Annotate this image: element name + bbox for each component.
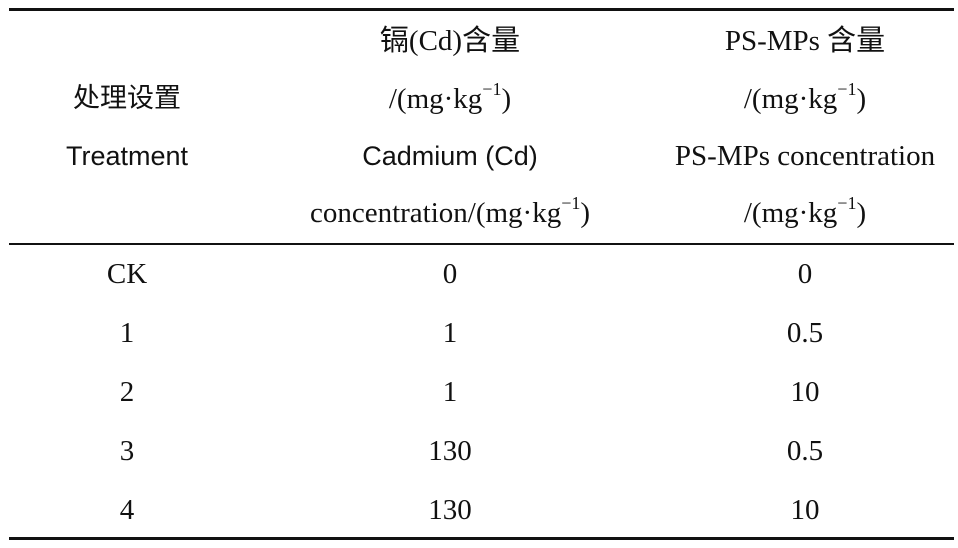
header-cd-zh: 镉(Cd)含量 xyxy=(380,24,520,58)
header-treatment-en: Treatment xyxy=(65,141,189,171)
cell-cd: 130 xyxy=(428,435,472,467)
unit-text: /(mg·kg xyxy=(743,197,838,229)
table-top-rule xyxy=(9,8,954,11)
unit-exponent: −1 xyxy=(561,193,581,214)
unit-close: ) xyxy=(856,197,867,229)
header-cd-unit: /(mg·kg−1) xyxy=(388,79,512,116)
unit-exponent: −1 xyxy=(482,79,502,100)
header-cd-en-unit: concentration/(mg·kg−1) xyxy=(309,193,591,230)
header-cd-en: Cadmium (Cd) xyxy=(362,141,538,171)
table-header-rule xyxy=(9,243,954,245)
header-psmps-en: PS-MPs concentration xyxy=(674,140,936,172)
unit-close: ) xyxy=(856,83,867,115)
cell-psmps: 10 xyxy=(790,494,820,526)
cell-treatment: 1 xyxy=(119,317,135,349)
cell-cd: 0 xyxy=(442,258,458,290)
unit-text: concentration/(mg·kg xyxy=(309,197,562,229)
cell-psmps: 0.5 xyxy=(786,435,824,467)
cell-psmps: 10 xyxy=(790,376,820,408)
cell-psmps: 0 xyxy=(797,258,813,290)
unit-text: /(mg·kg xyxy=(743,83,838,115)
cell-cd: 1 xyxy=(442,376,458,408)
cell-treatment: 3 xyxy=(119,435,135,467)
header-treatment-zh: 处理设置 xyxy=(73,83,181,114)
cell-cd: 130 xyxy=(428,494,472,526)
cell-cd: 1 xyxy=(442,317,458,349)
header-cd-zh-text: 镉(Cd)含量 xyxy=(379,25,521,57)
cell-treatment: 4 xyxy=(119,494,135,526)
unit-exponent: −1 xyxy=(837,193,857,214)
header-psmps-zh: PS-MPs 含量 xyxy=(724,25,886,57)
unit-close: ) xyxy=(501,83,512,115)
header-psmps-en-unit: /(mg·kg−1) xyxy=(743,193,867,230)
unit-text: /(mg·kg xyxy=(388,83,483,115)
table-bottom-rule xyxy=(9,537,954,540)
header-psmps-unit: /(mg·kg−1) xyxy=(743,79,867,116)
cell-treatment: CK xyxy=(106,258,148,290)
cell-psmps: 0.5 xyxy=(786,317,824,349)
unit-close: ) xyxy=(580,197,591,229)
unit-exponent: −1 xyxy=(837,79,857,100)
cell-treatment: 2 xyxy=(119,376,135,408)
